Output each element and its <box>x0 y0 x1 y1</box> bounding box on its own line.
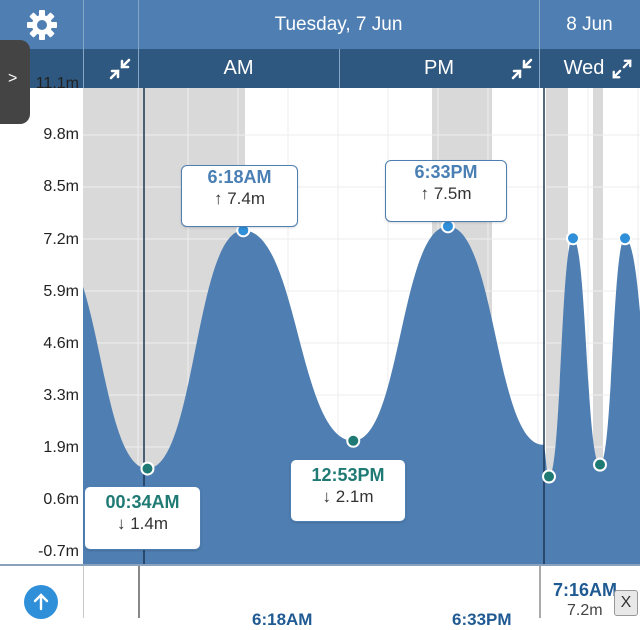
y-tick-label: 9.8m <box>43 126 79 143</box>
next-half-label[interactable]: Wed <box>563 57 605 79</box>
header-divider <box>539 0 540 88</box>
tide-time: 00:34AM <box>105 492 180 512</box>
expand-arrows-icon <box>612 59 632 78</box>
bottom-divider <box>83 566 84 618</box>
next-day-height: 7.2m <box>567 602 603 619</box>
header-divider <box>83 0 84 88</box>
y-tick-label: 1.9m <box>43 439 79 456</box>
expand-day-button[interactable] <box>604 49 640 88</box>
settings-button[interactable] <box>0 0 83 49</box>
low-tide-callout[interactable]: 00:34AM ↓ 1.4m <box>84 486 201 550</box>
low-tide-point[interactable] <box>346 433 361 448</box>
next-day-time: 7:16AM <box>553 580 618 600</box>
tide-chart[interactable]: 6:18AM ↑ 7.4m 6:33PM ↑ 7.5m 00:34AM ↓ 1.… <box>83 88 640 564</box>
y-tick-label: 11.1m <box>35 75 79 92</box>
side-drawer-tab[interactable]: > <box>0 40 30 124</box>
bottom-divider <box>138 566 140 618</box>
y-tick-label: 4.6m <box>43 335 79 352</box>
tide-area <box>83 226 640 564</box>
y-tick-label: 5.9m <box>43 283 79 300</box>
tide-time: 12:53PM <box>311 465 385 485</box>
high-tide-callout[interactable]: 6:33PM ↑ 7.5m <box>385 160 507 222</box>
tide-height: ↓ 2.1m <box>322 487 374 506</box>
tide-time: 6:33PM <box>414 162 478 182</box>
night-shade <box>593 88 603 564</box>
high-tide-callout[interactable]: 6:18AM ↑ 7.4m <box>181 165 298 227</box>
tide-height: ↑ 7.5m <box>420 184 472 203</box>
chevron-right-icon: > <box>8 70 18 87</box>
next-high-time: 6:18AM <box>252 610 313 629</box>
next-day-title[interactable]: 8 Jun <box>566 13 613 35</box>
bottom-bar: 6:18AM 6:33PM 7:16AM 7.2m <box>0 564 640 629</box>
low-tide-point[interactable] <box>542 469 556 484</box>
collapse-arrows-icon <box>511 58 533 79</box>
gear-icon <box>26 9 57 40</box>
next-high-time: 6:33PM <box>452 610 512 629</box>
y-tick-label: 8.5m <box>43 178 79 195</box>
low-tide-point[interactable] <box>140 461 155 476</box>
y-tick-label: 7.2m <box>43 231 79 248</box>
y-tick-label: 0.6m <box>43 491 79 508</box>
high-tide-point[interactable] <box>566 231 580 246</box>
day-title[interactable]: Tuesday, 7 Jun <box>274 13 403 35</box>
collapse-arrows-icon <box>109 58 131 79</box>
close-button[interactable]: X <box>614 590 638 616</box>
arrow-up-icon <box>33 593 49 611</box>
pm-label[interactable]: PM <box>424 57 454 79</box>
collapse-am-button[interactable] <box>100 49 140 88</box>
header-divider <box>339 49 340 88</box>
date-header <box>0 0 640 49</box>
y-tick-label: -0.7m <box>38 543 79 560</box>
tide-height: ↓ 1.4m <box>116 514 169 533</box>
y-axis: 11.1m 9.8m 8.5m 7.2m 5.9m 4.6m 3.3m 1.9m… <box>0 75 83 564</box>
high-tide-point[interactable] <box>440 219 455 234</box>
collapse-pm-button[interactable] <box>502 49 542 88</box>
scroll-up-button[interactable] <box>24 585 58 619</box>
high-tide-point[interactable] <box>618 231 632 246</box>
am-label[interactable]: AM <box>223 57 254 79</box>
header-divider <box>138 0 139 88</box>
low-tide-point[interactable] <box>593 457 607 472</box>
y-tick-label: 3.3m <box>43 387 79 404</box>
halfday-header <box>0 49 640 88</box>
tide-height: ↑ 7.4m <box>213 189 266 208</box>
low-tide-callout[interactable]: 12:53PM ↓ 2.1m <box>290 459 406 522</box>
tide-time: 6:18AM <box>207 167 272 187</box>
